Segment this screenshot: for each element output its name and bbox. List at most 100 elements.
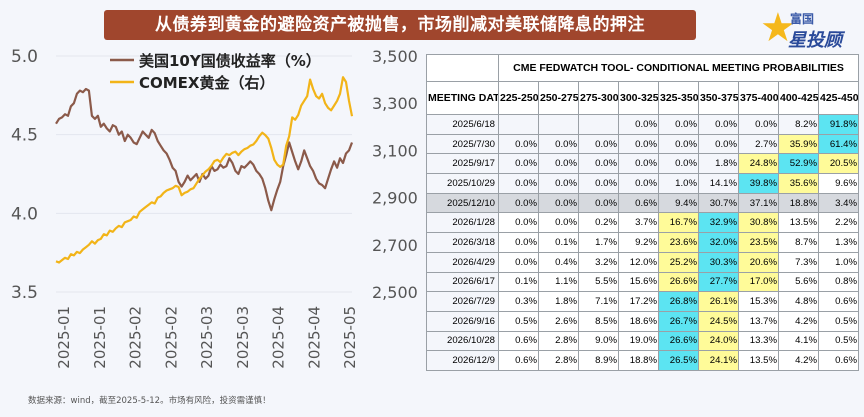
probability-cell: 26.7% (658, 310, 699, 332)
probability-cell: 27.7% (698, 271, 739, 293)
probability-cell: 0.0% (498, 173, 539, 194)
right-tick-label: 2,900 (372, 189, 418, 208)
x-tick-label: 2025-04 (305, 306, 323, 369)
fedwatch-table: CME FEDWATCH TOOL- CONDITIONAL MEETING P… (426, 54, 860, 371)
probability-cell: 0.0% (578, 133, 619, 155)
x-tick-label: 2025-02 (162, 306, 180, 369)
right-axis-ticks: 3,500 3,300 3,100 2,900 2,700 2,500 (372, 47, 418, 302)
probability-cell: 18.6% (618, 310, 659, 332)
probability-cell: 1.0% (658, 173, 699, 194)
probability-cell: 0.0% (658, 153, 699, 175)
probability-cell: 8.9% (578, 350, 619, 371)
chart-gridlines (56, 55, 352, 293)
probability-cell: 0.0% (498, 192, 539, 214)
probability-cell: 24.5% (698, 310, 739, 332)
probability-cell: 0.0% (538, 212, 579, 234)
table-row: 2026/7/29 0.3% 1.8% 7.1% 17.2% 26.8% 26.1% 15.3… (426, 291, 860, 312)
probability-cell: 0.0% (738, 114, 779, 135)
left-tick-label: 5.0 (11, 47, 38, 67)
probability-cell (578, 114, 619, 135)
probability-cell: 26.5% (658, 350, 699, 371)
probability-cell: 18.8% (618, 350, 659, 371)
meeting-date-header: MEETING DATE (426, 81, 499, 115)
probability-cell: 2.8% (538, 330, 579, 352)
probability-cell: 1.8% (698, 153, 739, 175)
probability-cell: 20.6% (738, 251, 779, 273)
probability-cell: 0.5% (817, 310, 860, 332)
table-row: 2026/12/9 0.6% 2.8% 8.9% 18.8% 26.5% 24.1% 13.5… (426, 350, 860, 371)
probability-cell: 13.7% (738, 310, 779, 332)
rate-range-header: 300-325 (618, 81, 659, 115)
table-row: 2025/9/17 0.0% 0.0% 0.0% 0.0% 0.0% 1.8% 24.8% 52… (426, 153, 860, 175)
right-tick-label: 3,500 (372, 47, 418, 66)
probability-cell: 0.0% (658, 133, 699, 155)
probability-cell: 0.0% (538, 192, 579, 214)
probability-cell: 0.3% (498, 291, 539, 312)
probability-cell: 0.0% (578, 153, 619, 175)
rate-range-header: 350-375 (698, 81, 739, 115)
probability-cell: 0.6% (817, 291, 860, 312)
probability-cell: 0.0% (618, 133, 659, 155)
meeting-date-cell: 2026/6/17 (426, 271, 499, 293)
probability-cell: 26.1% (698, 291, 739, 312)
probability-cell: 0.6% (498, 350, 539, 371)
right-tick-label: 2,500 (372, 283, 418, 302)
probability-cell: 24.0% (698, 330, 739, 352)
rate-range-header: 225-250 (498, 81, 539, 115)
probability-cell: 17.2% (618, 291, 659, 312)
probability-cell: 3.7% (618, 212, 659, 234)
probability-cell: 19.0% (618, 330, 659, 352)
probability-cell: 91.8% (817, 114, 860, 135)
right-tick-label: 2,700 (372, 236, 418, 255)
probability-cell: 37.1% (738, 192, 779, 214)
probability-cell: 24.1% (698, 350, 739, 371)
rate-range-header: 425-450 (817, 81, 860, 115)
probability-cell: 1.1% (538, 271, 579, 293)
probability-cell: 0.6% (498, 330, 539, 352)
probability-cell: 26.6% (658, 271, 699, 293)
left-tick-label: 3.5 (11, 283, 38, 303)
meeting-date-cell: 2025/9/17 (426, 153, 499, 175)
page-title: 从债券到黄金的避险资产被抛售，市场削减对美联储降息的押注 (104, 10, 696, 40)
probability-cell: 4.2% (778, 310, 819, 332)
probability-cell: 0.0% (698, 114, 739, 135)
table-row: 2025/6/18 0.0% 0.0% 0.0% 0.0% 8.2% 91.8% (426, 114, 860, 135)
probability-cell: 8.7% (778, 232, 819, 253)
left-tick-label: 4.5 (11, 126, 38, 146)
rate-range-header: 275-300 (578, 81, 619, 115)
probability-cell: 0.0% (498, 133, 539, 155)
probability-cell: 1.8% (538, 291, 579, 312)
meeting-date-cell: 2025/12/10 (426, 192, 499, 214)
meeting-date-cell: 2025/10/29 (426, 173, 499, 194)
probability-cell: 5.6% (778, 271, 819, 293)
probability-cell: 1.3% (817, 232, 860, 253)
probability-cell: 0.8% (817, 271, 860, 293)
probability-cell: 0.0% (578, 173, 619, 194)
probability-cell: 0.6% (817, 350, 860, 371)
probability-cell: 35.9% (778, 133, 819, 155)
meeting-date-cell: 2026/4/29 (426, 251, 499, 273)
probability-cell: 0.0% (538, 153, 579, 175)
x-tick-label: 2025-03 (198, 306, 216, 369)
probability-cell: 0.6% (618, 192, 659, 214)
probability-cell: 15.3% (738, 291, 779, 312)
rate-range-header: 325-350 (658, 81, 699, 115)
probability-cell: 7.3% (778, 251, 819, 273)
probability-cell: 18.8% (778, 192, 819, 214)
yield-series-line (55, 87, 354, 212)
probability-cell: 16.7% (658, 212, 699, 234)
right-tick-label: 3,300 (372, 94, 418, 113)
probability-cell: 61.4% (817, 133, 860, 155)
probability-cell: 30.3% (698, 251, 739, 273)
x-axis-ticks: 2025-01 2025-01 2025-02 2025-02 2025-03 2025-… (55, 306, 359, 369)
left-axis-ticks: 5.0 4.5 4.0 3.5 (11, 47, 38, 303)
probability-cell: 32.9% (698, 212, 739, 234)
meeting-date-cell: 2026/10/28 (426, 330, 499, 352)
probability-cell: 4.8% (778, 291, 819, 312)
table-row: 2025/12/10 0.0% 0.0% 0.0% 0.6% 9.4% 30.7% 37.1%… (426, 192, 860, 214)
probability-cell: 3.4% (817, 192, 860, 214)
table-row: 2026/10/28 0.6% 2.8% 9.0% 19.0% 26.6% 24.0% 13.… (426, 330, 860, 352)
probability-cell: 0.0% (698, 133, 739, 155)
probability-cell: 23.5% (738, 232, 779, 253)
probability-cell: 26.6% (658, 330, 699, 352)
